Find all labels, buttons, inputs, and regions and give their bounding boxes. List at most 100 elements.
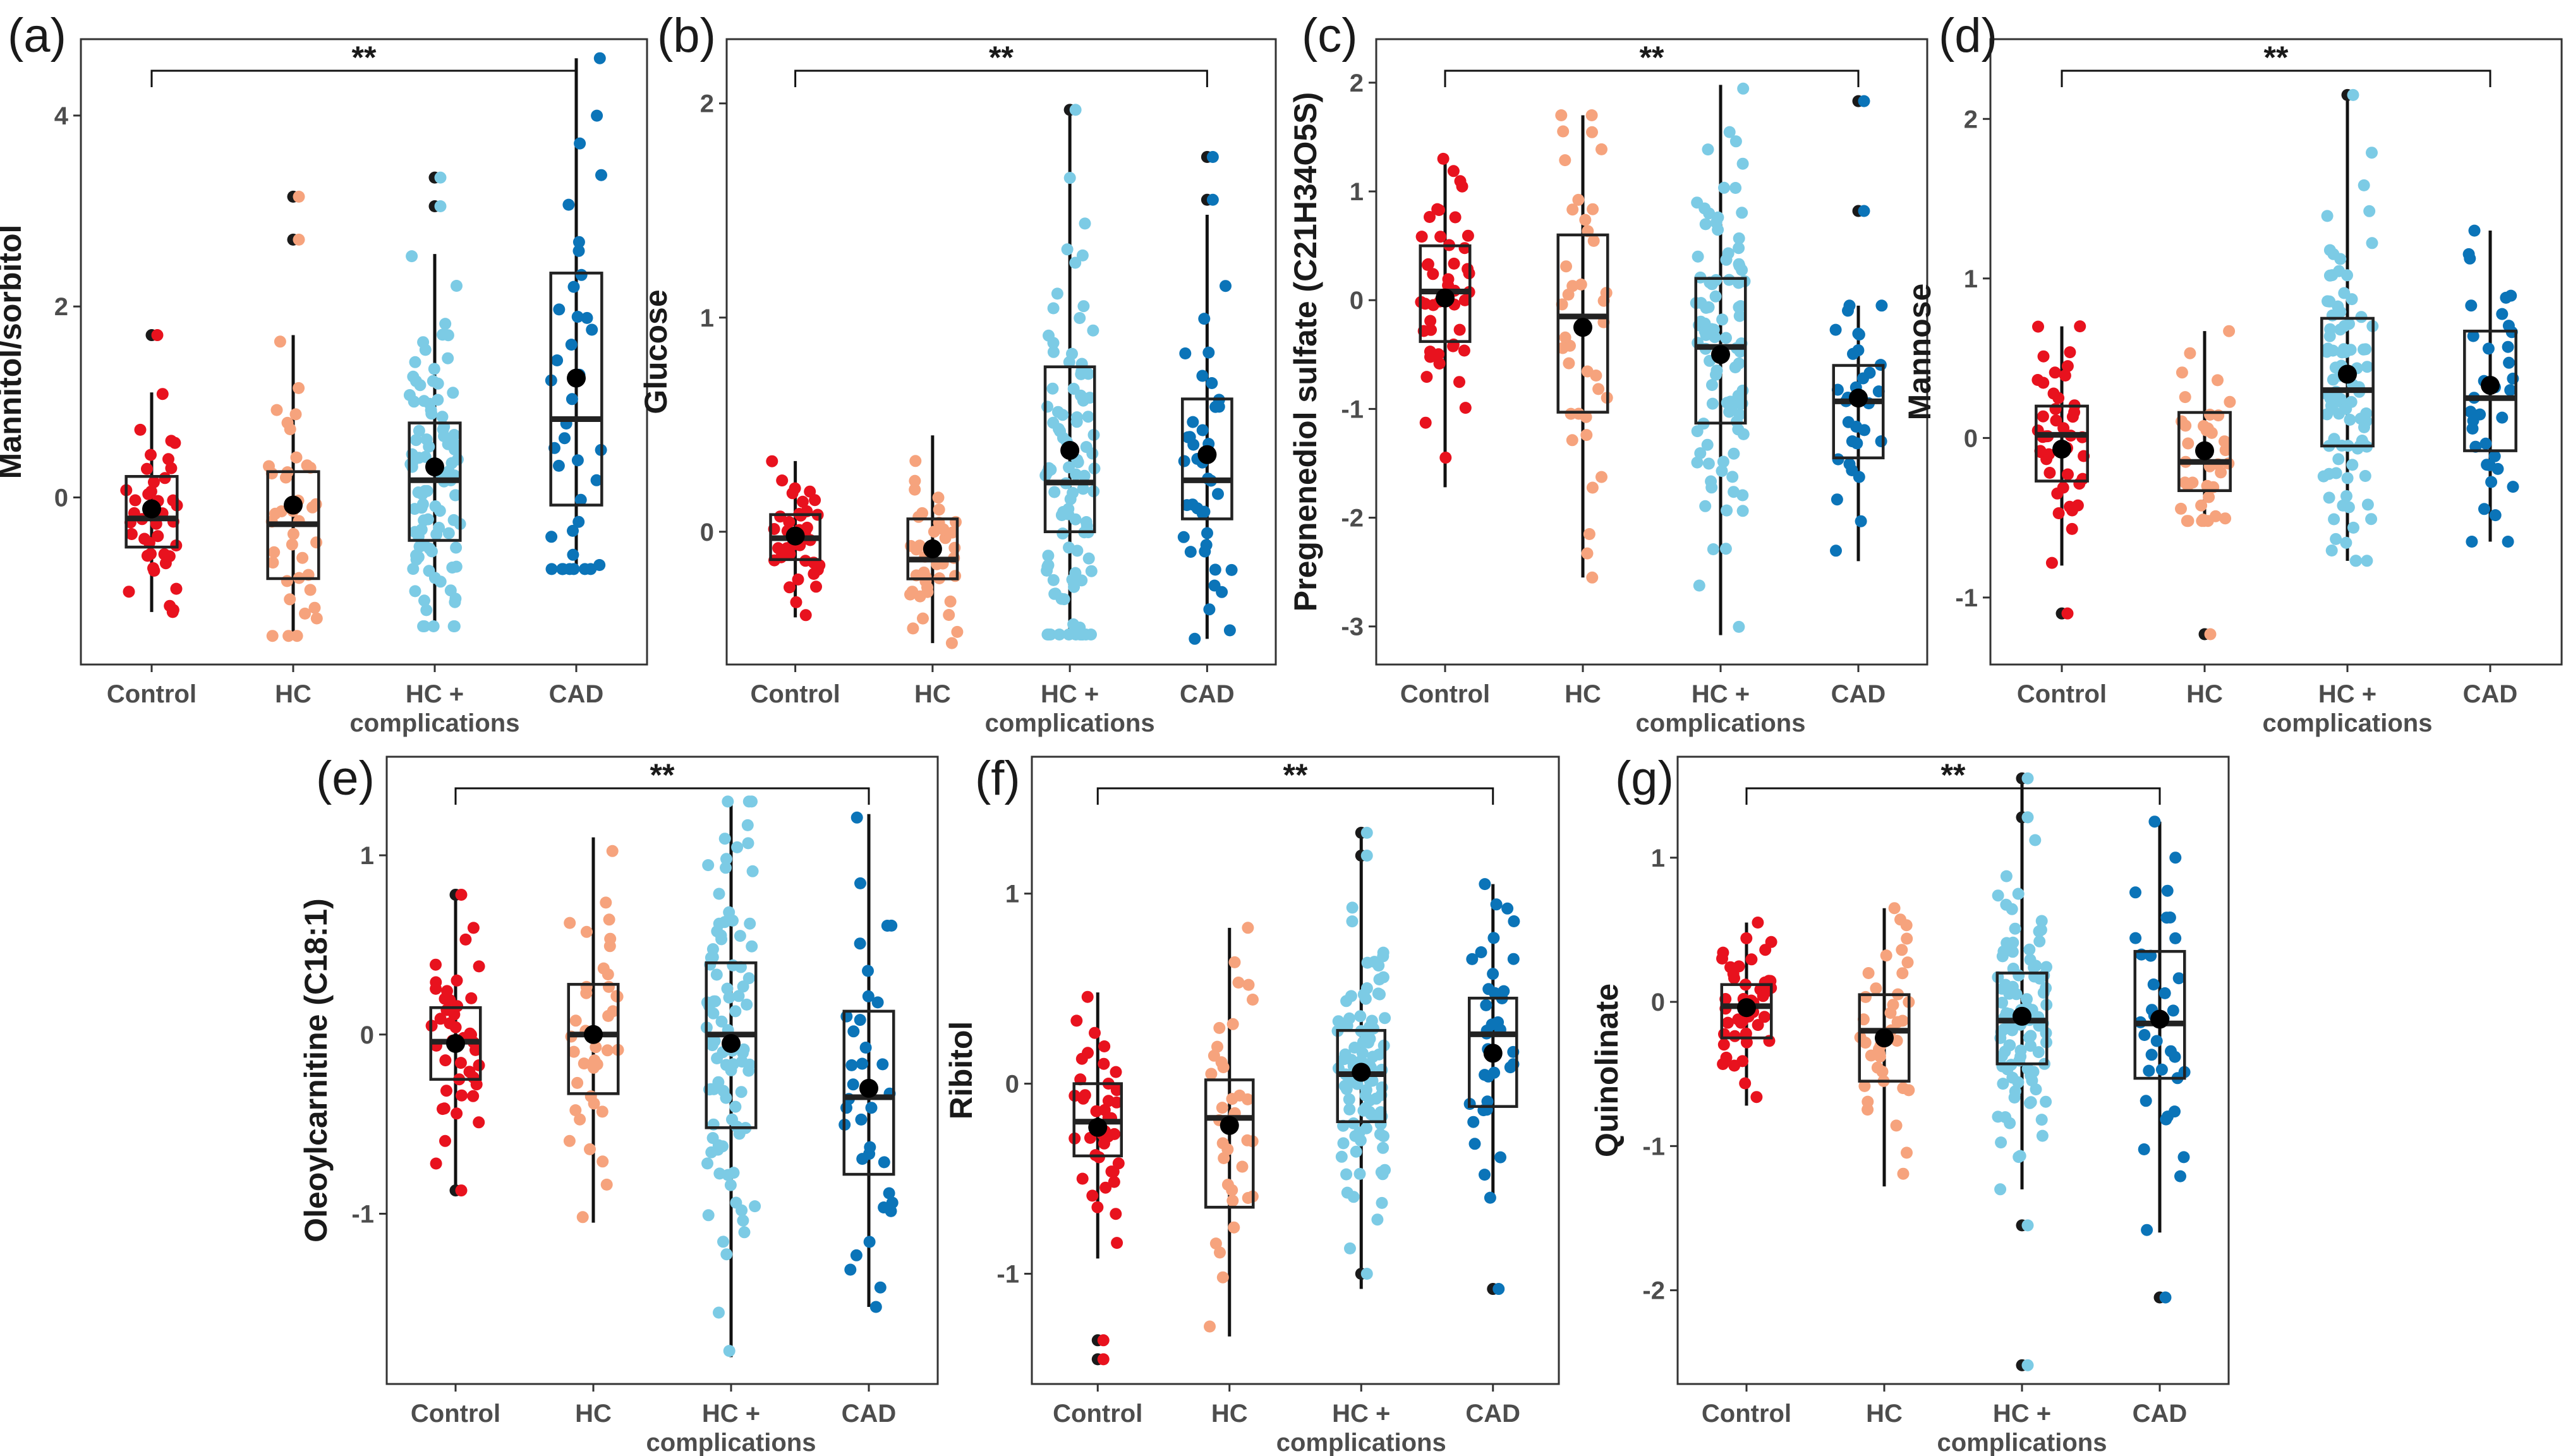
y-tick-label: 2 (1350, 69, 1364, 97)
data-point (732, 990, 745, 1002)
data-point (289, 408, 302, 421)
data-point (2009, 1085, 2021, 1098)
data-point (1728, 972, 1740, 984)
box-group-hc (563, 837, 624, 1224)
data-point (2496, 308, 2509, 320)
data-point (572, 244, 585, 257)
data-point (463, 1066, 476, 1078)
data-point (2052, 507, 2065, 519)
significance-label: ** (2264, 40, 2289, 75)
data-point (731, 841, 744, 853)
data-point (447, 514, 460, 526)
data-point (2198, 420, 2210, 432)
data-point (299, 607, 312, 620)
data-point (274, 335, 286, 348)
data-point (2503, 356, 2515, 369)
mean-point (567, 368, 586, 388)
data-point (591, 109, 603, 122)
y-tick-label: 2 (700, 90, 714, 118)
data-point (1178, 455, 1190, 467)
mean-point (1483, 1044, 1503, 1063)
data-point (2064, 346, 2076, 359)
data-point (1702, 457, 1715, 470)
mean-point (142, 499, 161, 519)
data-point (1205, 1068, 1218, 1080)
data-point (434, 1013, 447, 1025)
box-group-hc-complications (1992, 772, 2053, 1371)
data-point (851, 811, 863, 824)
data-point (1066, 347, 1078, 360)
data-point (1508, 915, 1520, 927)
data-point (1213, 1021, 1226, 1034)
data-point (148, 565, 160, 577)
data-point (602, 1009, 615, 1022)
data-point (451, 280, 463, 292)
data-point (1858, 205, 1870, 217)
data-point (1459, 402, 1472, 414)
data-point (943, 609, 955, 621)
x-tick-label: Control (1053, 1400, 1142, 1428)
data-point (1047, 416, 1060, 429)
data-point (1559, 154, 1571, 167)
data-point (451, 1107, 463, 1120)
data-point (1177, 531, 1190, 543)
data-point (1733, 620, 1745, 633)
data-point (713, 887, 725, 900)
data-point (736, 1204, 748, 1217)
data-point (1335, 1150, 1348, 1163)
box-group-cad (2462, 224, 2519, 548)
data-point (1592, 383, 1605, 395)
data-point (553, 303, 566, 316)
data-point (1353, 1126, 1365, 1139)
data-point (1702, 143, 1714, 156)
data-point (1218, 1152, 1230, 1164)
data-point (464, 1027, 476, 1040)
y-tick-label: -1 (996, 1260, 1019, 1288)
data-point (1698, 325, 1711, 337)
data-point (2482, 342, 2495, 355)
x-tick-label: Control (751, 680, 840, 708)
box-group-hc-complications (2317, 88, 2379, 567)
data-point (2179, 419, 2192, 432)
mean-point (1352, 1062, 1371, 1082)
data-point (1851, 437, 1863, 450)
data-point (450, 560, 463, 573)
data-point (439, 1134, 451, 1147)
data-point (2057, 422, 2070, 435)
data-point (1078, 469, 1091, 482)
data-point (1494, 1151, 1506, 1164)
data-point (1740, 932, 1753, 944)
data-point (1732, 423, 1745, 436)
data-point (434, 171, 447, 184)
data-point (1042, 550, 1055, 562)
data-point (584, 1143, 596, 1155)
data-point (572, 236, 585, 248)
data-point (436, 328, 449, 341)
data-point (1994, 1183, 2007, 1196)
data-point (2050, 414, 2062, 427)
data-point (1487, 932, 1500, 944)
data-point (1080, 516, 1093, 528)
data-point (874, 1281, 887, 1294)
data-point (427, 620, 440, 632)
data-point (2326, 402, 2339, 415)
y-tick-label: 0 (1964, 424, 1978, 452)
box-group-hc (1204, 922, 1259, 1337)
data-point (1343, 1103, 1356, 1116)
data-point (2496, 411, 2509, 424)
data-point (1862, 1095, 1874, 1108)
data-point (567, 548, 579, 561)
x-tick-label: HC (575, 1400, 612, 1428)
data-point (2129, 886, 2141, 899)
data-point (1247, 994, 1259, 1006)
data-point (1376, 1196, 1388, 1209)
panel-letter: (e) (316, 752, 375, 805)
data-point (1087, 324, 1099, 337)
mean-point (584, 1025, 603, 1044)
data-point (1490, 898, 1503, 911)
data-point (580, 925, 593, 938)
data-point (1492, 1283, 1505, 1296)
data-point (1199, 545, 1211, 558)
data-point (164, 599, 176, 612)
data-point (723, 991, 736, 1004)
